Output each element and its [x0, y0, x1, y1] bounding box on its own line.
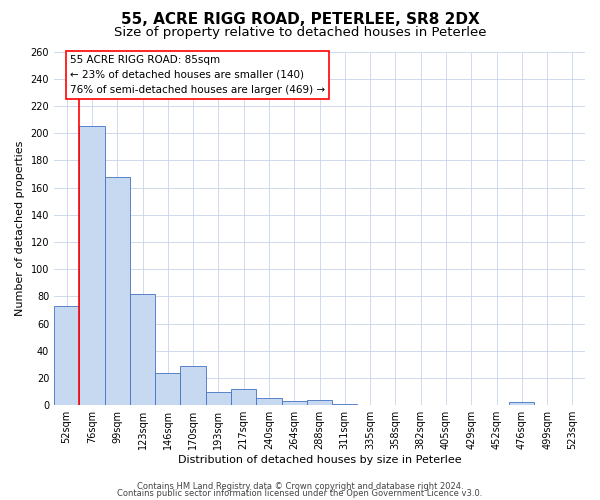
Bar — [79, 126, 104, 405]
Bar — [54, 306, 79, 405]
Bar — [332, 404, 358, 405]
Bar — [509, 402, 535, 405]
Text: Size of property relative to detached houses in Peterlee: Size of property relative to detached ho… — [114, 26, 486, 39]
Text: Contains public sector information licensed under the Open Government Licence v3: Contains public sector information licen… — [118, 490, 482, 498]
Bar — [231, 389, 256, 405]
Text: Contains HM Land Registry data © Crown copyright and database right 2024.: Contains HM Land Registry data © Crown c… — [137, 482, 463, 491]
Bar — [281, 401, 307, 405]
Bar — [307, 400, 332, 405]
Text: 55 ACRE RIGG ROAD: 85sqm
← 23% of detached houses are smaller (140)
76% of semi-: 55 ACRE RIGG ROAD: 85sqm ← 23% of detach… — [70, 55, 325, 94]
Bar — [155, 372, 181, 405]
X-axis label: Distribution of detached houses by size in Peterlee: Distribution of detached houses by size … — [178, 455, 461, 465]
Y-axis label: Number of detached properties: Number of detached properties — [15, 140, 25, 316]
Bar — [206, 392, 231, 405]
Bar — [104, 176, 130, 405]
Bar — [181, 366, 206, 405]
Bar — [130, 294, 155, 405]
Text: 55, ACRE RIGG ROAD, PETERLEE, SR8 2DX: 55, ACRE RIGG ROAD, PETERLEE, SR8 2DX — [121, 12, 479, 28]
Bar — [256, 398, 281, 405]
